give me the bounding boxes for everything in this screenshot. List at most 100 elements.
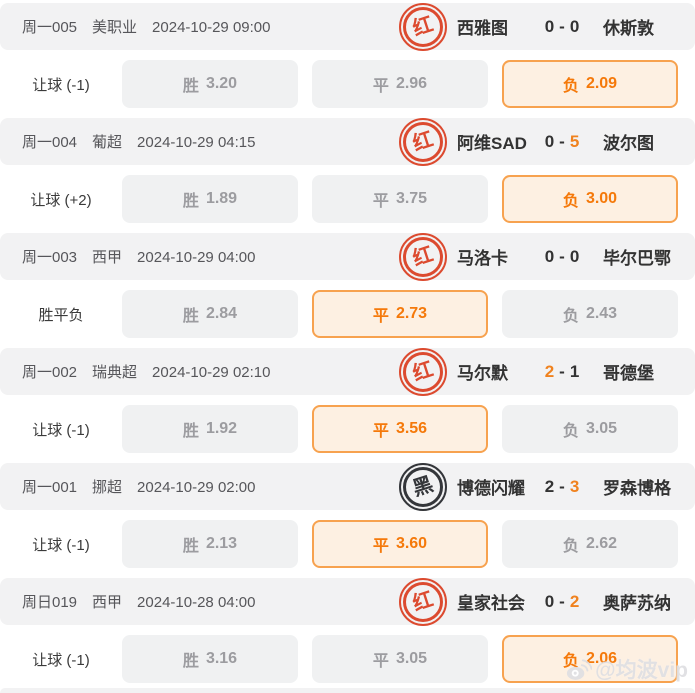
away-score: 0 [569, 16, 580, 36]
match-datetime: 2024-10-29 02:00 [137, 479, 256, 496]
odds-value: 2.96 [395, 75, 428, 92]
home-team: 马尔默 [457, 364, 508, 383]
odds-button-draw[interactable]: 平 3.56 [312, 405, 488, 453]
odds-button-lose[interactable]: 负 2.43 [502, 290, 678, 338]
odds-button-lose[interactable]: 负 2.62 [502, 520, 678, 568]
match-meta: 周一001 挪超 2024-10-29 02:00 [22, 476, 255, 497]
odds-button-lose[interactable]: 负 3.05 [502, 405, 678, 453]
odds-outcome-label: 胜 [182, 653, 199, 670]
away-score: 5 [569, 131, 580, 151]
match-datetime: 2024-10-29 04:15 [137, 134, 256, 151]
match-result-group: 红 西雅图 0 - 0 休斯敦 [399, 2, 671, 51]
match-score: 0 - 2 [535, 592, 589, 612]
odds-button-lose[interactable]: 负 3.00 [502, 175, 678, 223]
match-datetime: 2024-10-29 04:00 [137, 249, 256, 266]
odds-button-lose[interactable]: 负 2.06 [502, 635, 678, 683]
odds-value: 3.00 [585, 190, 618, 207]
odds-button-draw[interactable]: 平 3.05 [312, 635, 488, 683]
score-separator: - [559, 476, 565, 496]
odds-outcome-label: 负 [562, 423, 579, 440]
odds-button-win[interactable]: 胜 3.20 [122, 60, 298, 108]
away-score: 1 [569, 361, 580, 381]
odds-button-win[interactable]: 胜 2.13 [122, 520, 298, 568]
result-stamp-icon: 红 [399, 577, 447, 626]
odds-row: 胜平负 胜 2.84 平 2.73 负 2.43 [0, 280, 695, 348]
odds-buttons: 胜 3.20 平 2.96 负 2.09 [122, 60, 678, 108]
bet-type-label: 让球 (-1) [32, 421, 90, 439]
match-header[interactable]: 周一004 葡超 2024-10-29 04:15 红 阿维SAD 0 - 5 … [0, 117, 695, 166]
odds-buttons: 胜 2.13 平 3.60 负 2.62 [122, 520, 678, 568]
match-header[interactable]: 周一003 西甲 2024-10-29 04:00 红 马洛卡 0 - 0 毕尔… [0, 232, 695, 281]
home-score: 2 [544, 476, 555, 496]
away-score: 3 [569, 476, 580, 496]
odds-row: 让球 (+2) 胜 1.89 平 3.75 负 3.00 [0, 165, 695, 233]
away-score: 0 [569, 246, 580, 266]
score-separator: - [559, 246, 565, 266]
match-result-group: 红 马尔默 2 - 1 哥德堡 [399, 347, 671, 396]
match-datetime: 2024-10-29 09:00 [152, 19, 271, 36]
match-meta: 周一005 美职业 2024-10-29 09:00 [22, 16, 270, 37]
match-id: 周一004 [22, 134, 78, 151]
odds-value: 1.92 [205, 420, 238, 437]
odds-button-draw[interactable]: 平 2.73 [312, 290, 488, 338]
result-stamp-icon: 黑 [399, 462, 447, 511]
odds-button-draw[interactable]: 平 3.60 [312, 520, 488, 568]
home-score: 2 [544, 361, 555, 381]
odds-outcome-label: 胜 [182, 423, 199, 440]
league-label: 西甲 [92, 249, 123, 266]
result-stamp-icon: 红 [399, 347, 447, 396]
away-score: 2 [569, 591, 580, 611]
match-row: 周一003 西甲 2024-10-29 04:00 红 马洛卡 0 - 0 毕尔… [0, 232, 695, 348]
match-id: 周一002 [22, 364, 78, 381]
match-datetime: 2024-10-29 02:10 [152, 364, 271, 381]
match-header[interactable]: 周日019 西甲 2024-10-28 04:00 红 皇家社会 0 - 2 奥… [0, 577, 695, 626]
home-team: 马洛卡 [457, 249, 508, 268]
bet-type-label: 让球 (+2) [30, 191, 92, 209]
odds-buttons: 胜 2.84 平 2.73 负 2.43 [122, 290, 678, 338]
match-row: 周一002 瑞典超 2024-10-29 02:10 红 马尔默 2 - 1 哥… [0, 347, 695, 463]
match-score: 2 - 1 [535, 362, 589, 382]
stamp-label: 红 [410, 12, 436, 41]
match-id: 周一001 [22, 479, 78, 496]
odds-buttons: 胜 3.16 平 3.05 负 2.06 [122, 635, 678, 683]
odds-button-win[interactable]: 胜 2.84 [122, 290, 298, 338]
odds-value: 3.16 [205, 650, 238, 667]
score-separator: - [559, 16, 565, 36]
away-team: 奥萨苏纳 [603, 594, 671, 613]
stamp-label: 黑 [410, 472, 436, 501]
match-id: 周日019 [22, 594, 78, 611]
odds-button-win[interactable]: 胜 3.16 [122, 635, 298, 683]
odds-button-draw[interactable]: 平 3.75 [312, 175, 488, 223]
odds-outcome-label: 负 [562, 193, 579, 210]
odds-value: 2.06 [585, 650, 618, 667]
home-score: 0 [544, 246, 555, 266]
match-score: 2 - 3 [535, 477, 589, 497]
match-row: 周一001 挪超 2024-10-29 02:00 黑 博德闪耀 2 - 3 罗… [0, 462, 695, 578]
odds-value: 3.20 [205, 75, 238, 92]
league-label: 葡超 [92, 134, 123, 151]
odds-value: 3.05 [585, 420, 618, 437]
match-result-group: 红 马洛卡 0 - 0 毕尔巴鄂 [399, 232, 671, 281]
match-meta: 周一004 葡超 2024-10-29 04:15 [22, 131, 255, 152]
odds-outcome-label: 平 [372, 308, 389, 325]
match-row: 周一005 美职业 2024-10-29 09:00 红 西雅图 0 - 0 休… [0, 2, 695, 118]
score-separator: - [559, 591, 565, 611]
odds-value: 2.13 [205, 535, 238, 552]
odds-outcome-label: 平 [372, 423, 389, 440]
odds-button-lose[interactable]: 负 2.09 [502, 60, 678, 108]
home-team: 西雅图 [457, 19, 508, 38]
match-header[interactable]: 周一002 瑞典超 2024-10-29 02:10 红 马尔默 2 - 1 哥… [0, 347, 695, 396]
odds-button-draw[interactable]: 平 2.96 [312, 60, 488, 108]
odds-outcome-label: 平 [372, 538, 389, 555]
odds-value: 3.56 [395, 420, 428, 437]
odds-button-win[interactable]: 胜 1.89 [122, 175, 298, 223]
stamp-label: 红 [410, 242, 436, 271]
odds-outcome-label: 平 [372, 193, 389, 210]
odds-outcome-label: 负 [562, 78, 579, 95]
match-header[interactable]: 周一001 挪超 2024-10-29 02:00 黑 博德闪耀 2 - 3 罗… [0, 462, 695, 511]
away-team: 休斯敦 [603, 19, 654, 38]
match-header[interactable]: 周一005 美职业 2024-10-29 09:00 红 西雅图 0 - 0 休… [0, 2, 695, 51]
odds-button-win[interactable]: 胜 1.92 [122, 405, 298, 453]
league-label: 美职业 [92, 19, 138, 36]
match-result-group: 红 阿维SAD 0 - 5 波尔图 [399, 117, 671, 166]
